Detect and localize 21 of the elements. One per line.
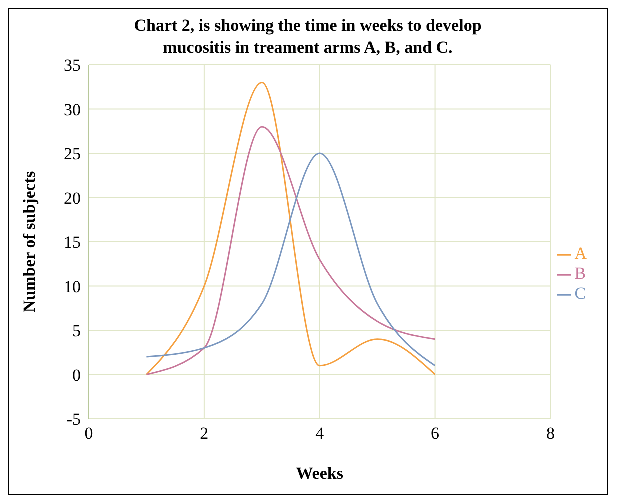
y-tick-label: 20 bbox=[64, 188, 81, 208]
y-tick-label: 25 bbox=[64, 144, 81, 164]
x-tick-label: 0 bbox=[84, 424, 94, 444]
y-tick-label: 30 bbox=[64, 100, 81, 120]
x-tick-label: 8 bbox=[546, 424, 555, 444]
chart-title: Chart 2, is showing the time in weeks to develop mucositis in treament arms A, B, and C. bbox=[134, 16, 482, 57]
x-tick-label: 6 bbox=[431, 424, 440, 444]
y-tick-label: 0 bbox=[72, 366, 81, 385]
y-tick-label: 15 bbox=[64, 233, 81, 252]
y-tick-label: 10 bbox=[64, 277, 81, 296]
y-tick-label: -5 bbox=[66, 410, 81, 430]
x-tick-label: 2 bbox=[200, 424, 209, 444]
x-axis-title: Weeks bbox=[296, 464, 344, 483]
legend-label: B bbox=[574, 264, 586, 283]
y-axis-title: Number of subjects bbox=[20, 170, 40, 313]
y-tick-label: 5 bbox=[72, 322, 81, 341]
x-tick-label: 4 bbox=[316, 424, 325, 444]
y-tick-label: 35 bbox=[64, 56, 81, 76]
legend-label: C bbox=[574, 284, 586, 303]
line-series bbox=[146, 82, 436, 376]
legend-label: A bbox=[574, 244, 587, 263]
